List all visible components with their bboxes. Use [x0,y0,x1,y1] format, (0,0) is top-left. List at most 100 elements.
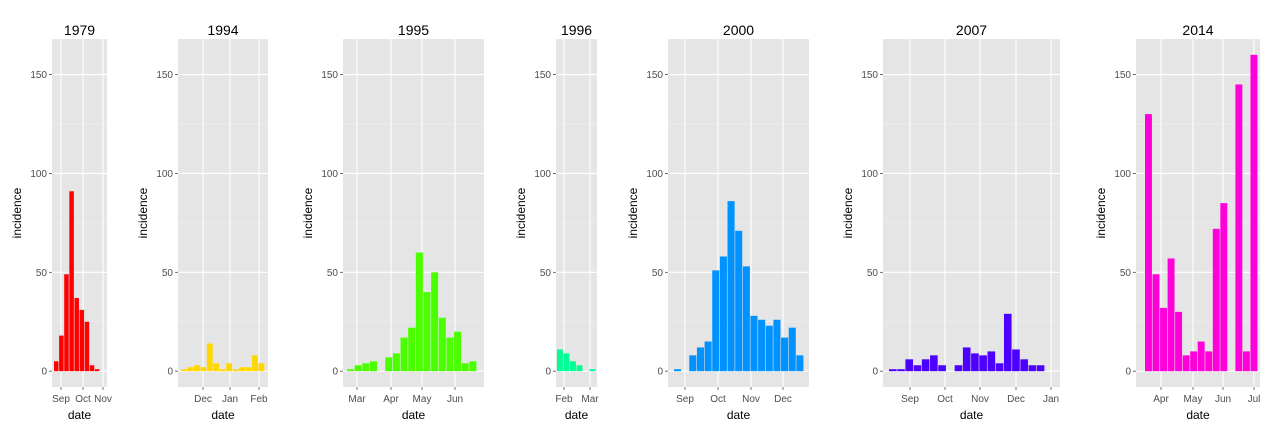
y-tick-label: 100 [321,169,338,180]
bar [454,331,462,372]
facet-2014: 0 50 100 150 Apr May Jun Jul 2014 date incidence [1094,22,1260,422]
bar [735,230,743,372]
x-axis-label: date [960,408,984,422]
x-tick-label: Mar [348,394,366,405]
bar [1152,274,1160,372]
bar [796,355,804,372]
bar [385,357,393,372]
bar [94,369,100,372]
bar [1235,84,1243,372]
y-tick-label: 150 [156,70,173,81]
bar [400,337,408,372]
bar [897,369,905,372]
bar [79,309,85,372]
y-tick-label: 150 [646,70,663,81]
panel-background [178,39,268,387]
bar [971,353,979,372]
bar [1167,258,1175,372]
bar [1012,349,1020,372]
x-tick-label: Jun [447,394,463,405]
x-tick-label: Nov [94,394,112,405]
facet-1995: 0 50 100 150 Mar Apr May Jun 1995 date incidence [301,22,484,422]
bar [1182,355,1190,372]
x-tick-label: Jan [1043,394,1059,405]
panel-background [556,39,597,387]
x-tick-label: Sep [52,394,70,405]
x-axis-label: date [565,408,589,422]
bar [1020,359,1028,372]
bar [987,351,996,372]
y-tick-label: 0 [1125,367,1131,378]
bar [954,365,963,372]
bar [781,337,789,372]
bar [84,321,90,372]
x-tick-label: Oct [710,394,726,405]
x-tick-label: Nov [971,394,989,405]
bar [727,201,735,372]
bar [1160,307,1167,372]
x-tick-label: Sep [901,394,919,405]
y-tick-label: 50 [327,268,339,279]
bar [979,355,987,372]
bar [206,343,213,372]
bar [446,337,454,372]
x-axis-label: date [211,408,235,422]
y-tick-label: 0 [41,367,47,378]
bar [962,347,971,372]
bar [765,325,773,372]
bar [239,367,246,372]
bar [461,363,469,372]
x-axis-label: date [68,408,92,422]
bar [913,365,922,372]
bar [69,191,74,372]
bar [1242,351,1250,372]
y-tick-label: 0 [332,367,338,378]
panel-background [883,39,1060,387]
x-tick-label: Jan [222,394,238,405]
facet-title: 1995 [398,22,429,38]
x-tick-label: May [1184,394,1203,405]
bar [74,298,79,372]
bar [423,292,431,372]
bar [773,319,781,372]
x-tick-label: Nov [742,394,760,405]
bar [930,355,938,372]
y-axis-label: incidence [10,187,24,238]
y-axis-label: incidence [301,187,315,238]
y-tick-label: 0 [167,367,173,378]
bar [689,355,697,372]
bar [1197,341,1205,372]
y-tick-label: 150 [861,70,878,81]
bar [557,349,563,372]
x-tick-label: Jul [1248,394,1261,405]
bar [758,319,766,372]
bar [1220,203,1228,372]
bar [431,272,439,372]
bar [712,270,720,372]
bar [1205,351,1213,372]
y-axis-label: incidence [626,187,640,238]
x-axis-label: date [727,408,751,422]
facet-1979: 0 50 100 150 Sep Oct Nov 1979 date incidence [10,22,112,422]
facet-1994: 0 50 100 150 Dec Jan Feb 1994 date incidence [136,22,268,422]
bar [1250,54,1258,372]
facet-title: 2007 [956,22,987,38]
bar [1145,114,1152,372]
x-tick-label: Jun [1215,394,1231,405]
y-axis-label: incidence [841,187,855,238]
bar [193,365,200,372]
x-axis-label: date [1186,408,1210,422]
bar [226,363,233,372]
y-tick-label: 150 [534,70,551,81]
y-tick-label: 100 [646,169,663,180]
bar [1028,365,1037,372]
x-tick-label: May [413,394,432,405]
bar [576,365,583,372]
y-tick-label: 150 [1114,70,1131,81]
y-tick-label: 100 [1114,169,1131,180]
bar [995,363,1004,372]
bar [354,365,362,372]
x-tick-label: Feb [555,394,573,405]
